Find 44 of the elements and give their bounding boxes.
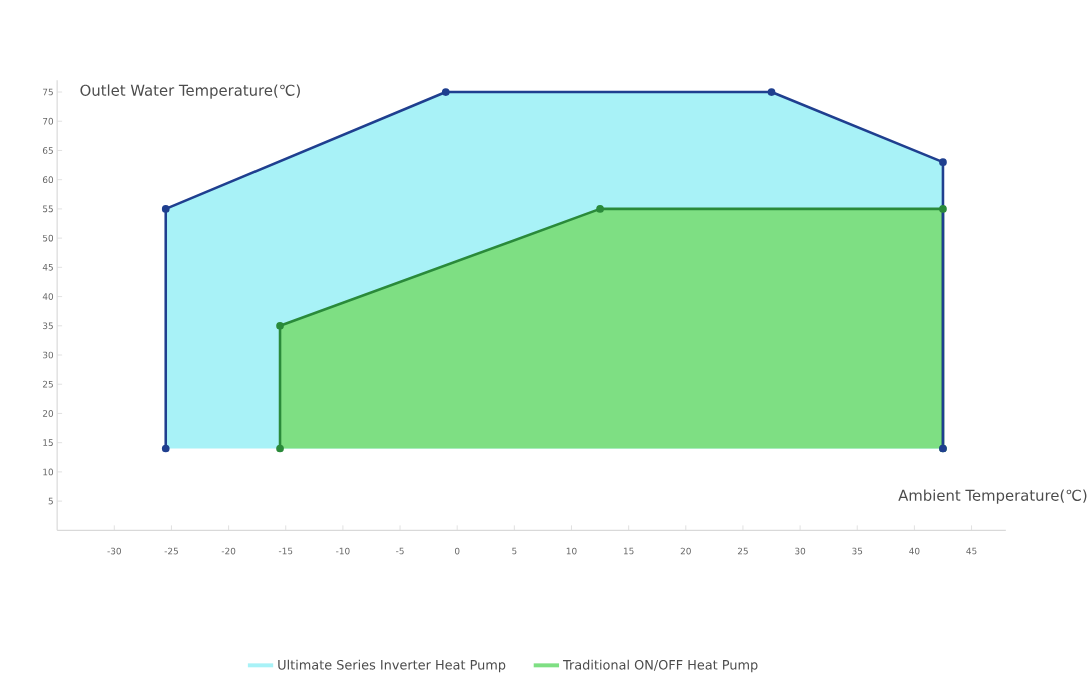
y-tick-label: 15 [43, 439, 53, 447]
y-tick-label: 60 [42, 176, 54, 184]
x-tick-label: -10 [336, 547, 350, 555]
point [441, 88, 450, 96]
point [276, 444, 284, 453]
point [161, 205, 170, 213]
point [767, 88, 776, 96]
legend-label: Ultimate Series Inverter Heat Pump [278, 659, 506, 673]
x-tick-label: 20 [680, 547, 691, 555]
x-tick-label: 30 [795, 547, 806, 555]
x-tick-label: -20 [221, 547, 236, 555]
y-tick-label: 35 [43, 322, 53, 330]
legend-label: Traditional ON/OFF Heat Pump [562, 659, 758, 673]
x-tick-label: 35 [852, 547, 863, 555]
y-tick-label: 20 [42, 410, 54, 417]
x-tick-label: -25 [164, 547, 178, 555]
x-tick-label: 15 [623, 547, 634, 555]
x-axis-title: Ambient Temperature(℃) [898, 489, 1087, 504]
x-tick-label: 5 [512, 547, 517, 555]
y-tick-label: 45 [42, 264, 53, 271]
y-tick-label: 5 [48, 497, 53, 505]
y-tick-label: 70 [43, 117, 54, 125]
x-tick-label: 45 [966, 547, 977, 555]
x-tick-label: -30 [107, 547, 121, 555]
y-tick-label: 75 [43, 88, 53, 96]
y-tick-label: 40 [42, 293, 54, 300]
y-tick-label: 55 [43, 205, 53, 213]
x-tick-label: 10 [566, 547, 577, 555]
x-tick-label: -15 [278, 547, 293, 555]
y-tick-label: 65 [42, 147, 53, 154]
y-tick-label: 30 [43, 351, 54, 359]
point [939, 205, 947, 213]
x-tick-label: 0 [454, 547, 460, 555]
point [596, 205, 604, 213]
x-tick-label: -5 [396, 547, 404, 555]
y-tick-label: 10 [43, 468, 54, 476]
x-tick-label: 25 [737, 547, 748, 555]
y-tick-label: 50 [43, 234, 54, 242]
x-tick-label: 40 [909, 547, 920, 555]
y-axis-title: Outlet Water Temperature(℃) [80, 84, 300, 99]
point [276, 321, 284, 330]
point [161, 444, 170, 453]
point [939, 158, 947, 167]
y-tick-label: 25 [42, 380, 53, 388]
